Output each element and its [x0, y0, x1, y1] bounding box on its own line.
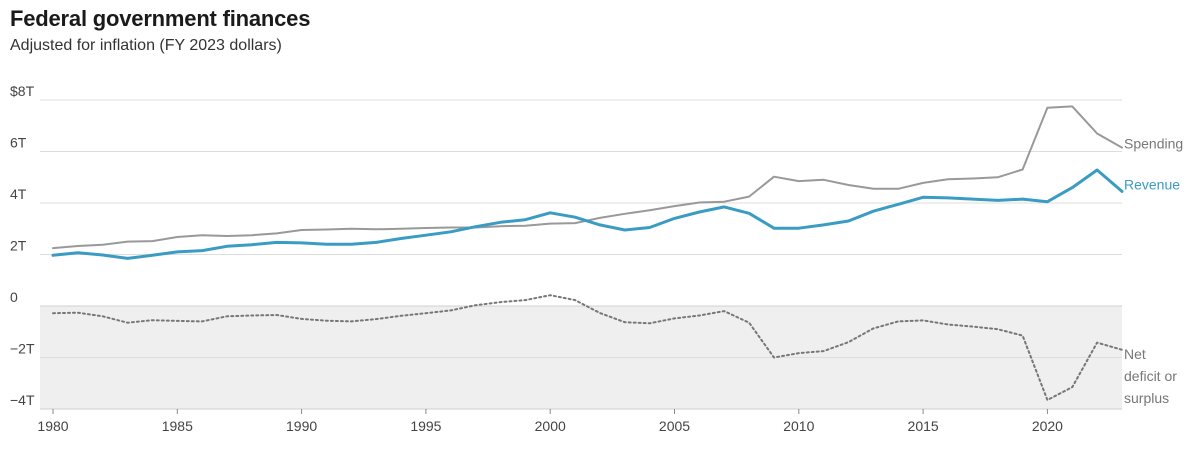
series-label: Spending [1124, 136, 1183, 152]
series-label: Revenue [1124, 176, 1180, 192]
x-tick-label: 2015 [908, 418, 939, 434]
x-tick-label: 1990 [286, 418, 317, 434]
series-label: Net deficit or surplus [1124, 346, 1177, 406]
x-tick-label: 1995 [410, 418, 441, 434]
x-axis-ticks: 1980 1985 1990 1995 2000 2005 2010 2015 2020 [37, 408, 1122, 434]
y-tick-label: −2T [10, 341, 35, 357]
series-line-spending [52, 105, 1123, 250]
x-tick-label: 1980 [37, 418, 68, 434]
x-tick-label: 2000 [535, 418, 566, 434]
y-axis-ticks: $8T 6T 4T 2T 0 −2T −4T [10, 83, 35, 408]
series-lines [51, 105, 1124, 401]
y-tick-label: 6T [10, 135, 27, 151]
y-tick-label: 4T [10, 186, 27, 202]
y-tick-label: 2T [10, 238, 27, 254]
y-tick-label: $8T [10, 83, 35, 99]
y-tick-label: 0 [10, 289, 18, 305]
series-line-net-deficit-or-surplus [52, 294, 1123, 401]
chart-title: Federal government finances [10, 6, 311, 31]
chart-subtitle: Adjusted for inflation (FY 2023 dollars) [10, 37, 282, 54]
x-tick-label: 2005 [659, 418, 690, 434]
x-tick-label: 2010 [783, 418, 814, 434]
y-tick-label: −4T [10, 392, 35, 408]
series-line-revenue [51, 168, 1124, 260]
series-labels: Spending Revenue Net deficit or surplus [1124, 136, 1183, 406]
x-tick-label: 2020 [1032, 418, 1063, 434]
x-tick-label: 1985 [162, 418, 193, 434]
